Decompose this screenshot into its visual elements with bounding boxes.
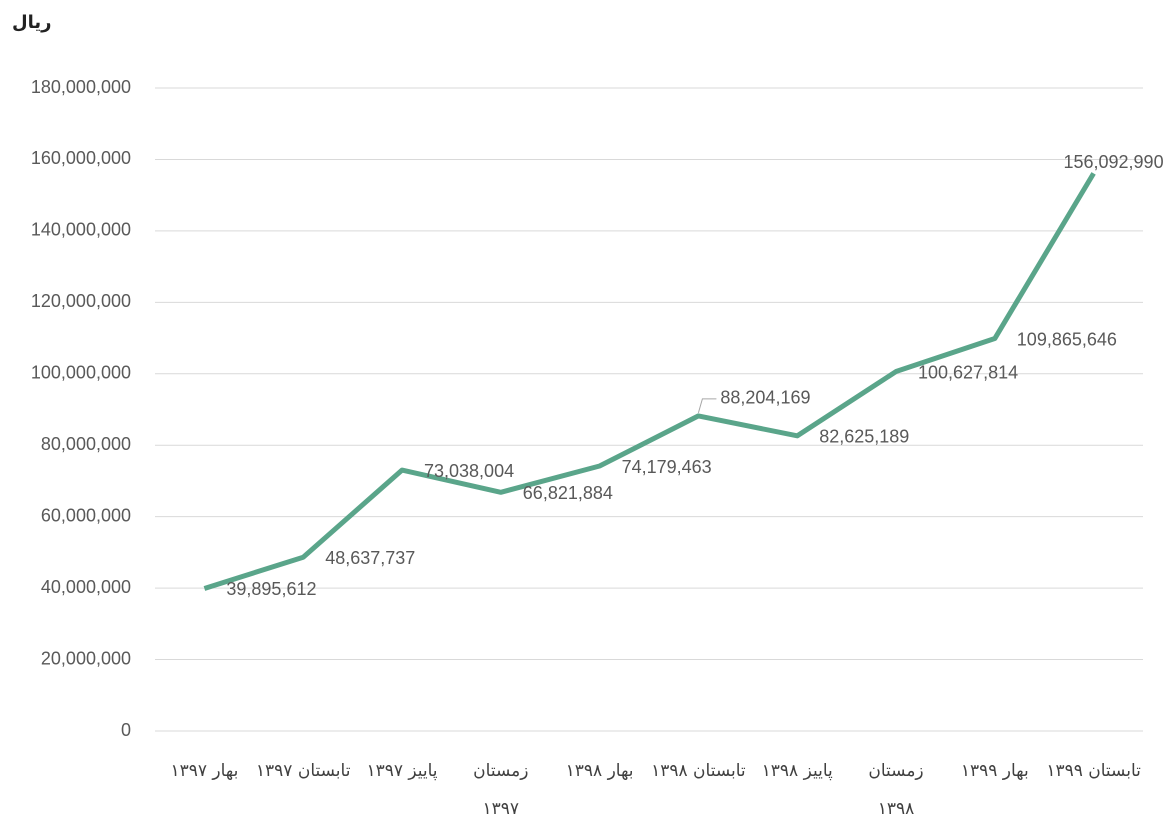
y-tick-label: 0 xyxy=(121,720,131,740)
y-tick-label: 160,000,000 xyxy=(31,148,131,168)
x-tick-label: تابستان ۱۳۹۹ xyxy=(1046,761,1141,781)
data-label: 88,204,169 xyxy=(720,388,810,408)
x-tick-label: پاییز ۱۳۹۷ xyxy=(366,761,438,781)
x-tick-label: بهار ۱۳۹۹ xyxy=(960,761,1029,781)
data-label: 48,637,737 xyxy=(325,548,415,568)
y-tick-label: 60,000,000 xyxy=(41,505,131,525)
x-tick-label: تابستان ۱۳۹۸ xyxy=(651,761,746,781)
data-label: 73,038,004 xyxy=(424,461,514,481)
x-tick-label: بهار ۱۳۹۸ xyxy=(565,761,634,781)
y-tick-label: 40,000,000 xyxy=(41,577,131,597)
y-tick-label: 20,000,000 xyxy=(41,648,131,668)
y-axis-title: ریال xyxy=(12,12,52,33)
leader-line xyxy=(697,398,717,414)
data-label: 66,821,884 xyxy=(523,483,613,503)
data-label: 109,865,646 xyxy=(1017,329,1117,349)
x-tick-label: پاییز ۱۳۹۸ xyxy=(761,761,833,781)
y-tick-label: 80,000,000 xyxy=(41,434,131,454)
x-tick-label: تابستان ۱۳۹۷ xyxy=(255,761,351,781)
y-tick-label: 140,000,000 xyxy=(31,220,131,240)
x-tick-label: زمستان ۱۳۹۸ xyxy=(868,761,924,819)
x-tick-label: بهار ۱۳۹۷ xyxy=(170,761,239,781)
y-tick-label: 100,000,000 xyxy=(31,363,131,383)
series-line xyxy=(203,172,1096,591)
y-tick-label: 180,000,000 xyxy=(31,77,131,97)
data-label: 156,092,990 xyxy=(1063,152,1163,172)
data-label: 39,895,612 xyxy=(226,579,316,599)
data-label: 100,627,814 xyxy=(918,362,1018,382)
data-label: 82,625,189 xyxy=(819,427,909,447)
data-label: 74,179,463 xyxy=(622,457,712,477)
y-tick-label: 120,000,000 xyxy=(31,291,131,311)
x-tick-label: زمستان ۱۳۹۷ xyxy=(473,761,529,819)
